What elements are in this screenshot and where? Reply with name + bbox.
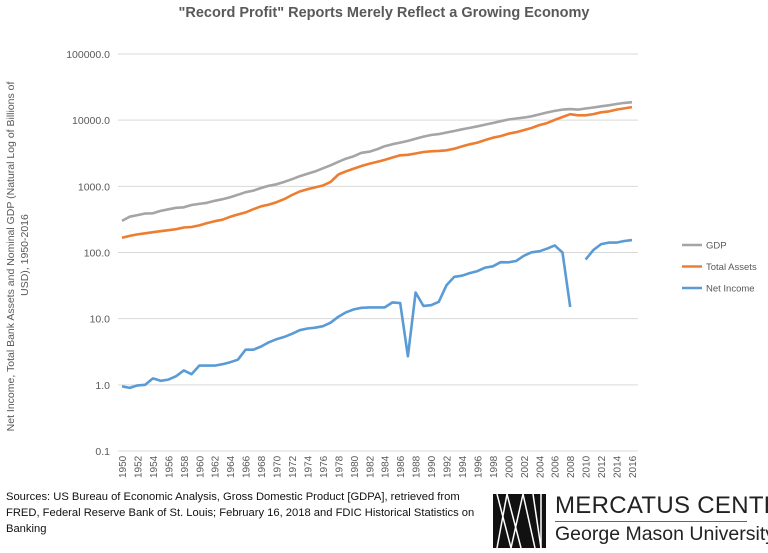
logo-line2: George Mason University	[555, 523, 768, 545]
x-tick-label: 2006	[551, 455, 562, 478]
x-tick-label: 1976	[319, 455, 330, 478]
x-tick-label: 1956	[164, 455, 175, 478]
x-tick-label: 1954	[149, 455, 160, 478]
series-line-total-assets	[121, 105, 633, 240]
mercatus-logo: MERCATUS CENTER George Mason University	[493, 492, 768, 550]
x-tick-label: 2014	[613, 455, 624, 478]
legend-entry: Net Income	[706, 284, 755, 295]
y-tick-label: 100.0	[84, 248, 110, 260]
line-chart: 0.1 1.0 10.0 100.0 1000.0 10000.0 100000.0 1950…	[5, 49, 757, 478]
y-tick-label: 1000.0	[78, 181, 110, 193]
x-tick-label: 2004	[535, 455, 546, 478]
series-line-net-income	[121, 238, 633, 390]
y-tick-label: 10.0	[90, 314, 111, 326]
x-tick-label: 1964	[226, 455, 237, 478]
x-tick-label: 1982	[365, 455, 376, 478]
x-tick-label: 2000	[504, 455, 515, 478]
x-tick-label: 1966	[242, 455, 253, 478]
sources-note: Sources: US Bureau of Economic Analysis,…	[6, 491, 475, 535]
y-axis-label: Net Income, Total Bank Assets and Nomina…	[5, 79, 31, 432]
x-tick-label: 1996	[473, 455, 484, 478]
chart-title: "Record Profit" Reports Merely Reflect a…	[178, 5, 590, 21]
legend-entry: Total Assets	[706, 262, 757, 273]
x-tick-label: 1962	[211, 455, 222, 478]
x-tick-label: 1990	[427, 455, 438, 478]
y-tick-label: 1.0	[95, 380, 110, 392]
x-tick-label: 1986	[396, 455, 407, 478]
x-tick-label: 1950	[118, 455, 129, 478]
x-tick-label: 1970	[273, 455, 284, 478]
y-tick-label: 100000.0	[66, 49, 110, 61]
x-tick-label: 1974	[303, 455, 314, 478]
y-tick-label: 10000.0	[72, 115, 110, 127]
x-tick-label: 2002	[520, 455, 531, 478]
x-tick-label: 1972	[288, 455, 299, 478]
x-tick-label: 2010	[582, 455, 593, 478]
x-tick-label: 1988	[412, 455, 423, 478]
x-tick-label: 1998	[489, 455, 500, 478]
legend-entry: GDP	[706, 241, 727, 252]
logo-line1: MERCATUS CENTER	[555, 492, 768, 519]
x-tick-label: 2008	[566, 455, 577, 478]
x-tick-label: 1984	[381, 455, 392, 478]
x-tick-label: 1968	[257, 455, 268, 478]
mercatus-logo-mark-icon	[493, 493, 546, 549]
x-tick-label: 1994	[458, 455, 469, 478]
x-tick-label: 1978	[334, 455, 345, 478]
x-tick-label: 2016	[628, 455, 639, 478]
x-tick-label: 1980	[350, 455, 361, 478]
x-tick-label: 1960	[195, 455, 206, 478]
y-tick-label: 0.1	[95, 446, 110, 458]
x-tick-label: 1958	[180, 455, 191, 478]
x-tick-label: 1992	[443, 455, 454, 478]
x-tick-label: 1952	[133, 455, 144, 478]
x-tick-label: 2012	[597, 455, 608, 478]
series-line-gdp	[121, 100, 633, 223]
logo-rule	[555, 521, 747, 522]
